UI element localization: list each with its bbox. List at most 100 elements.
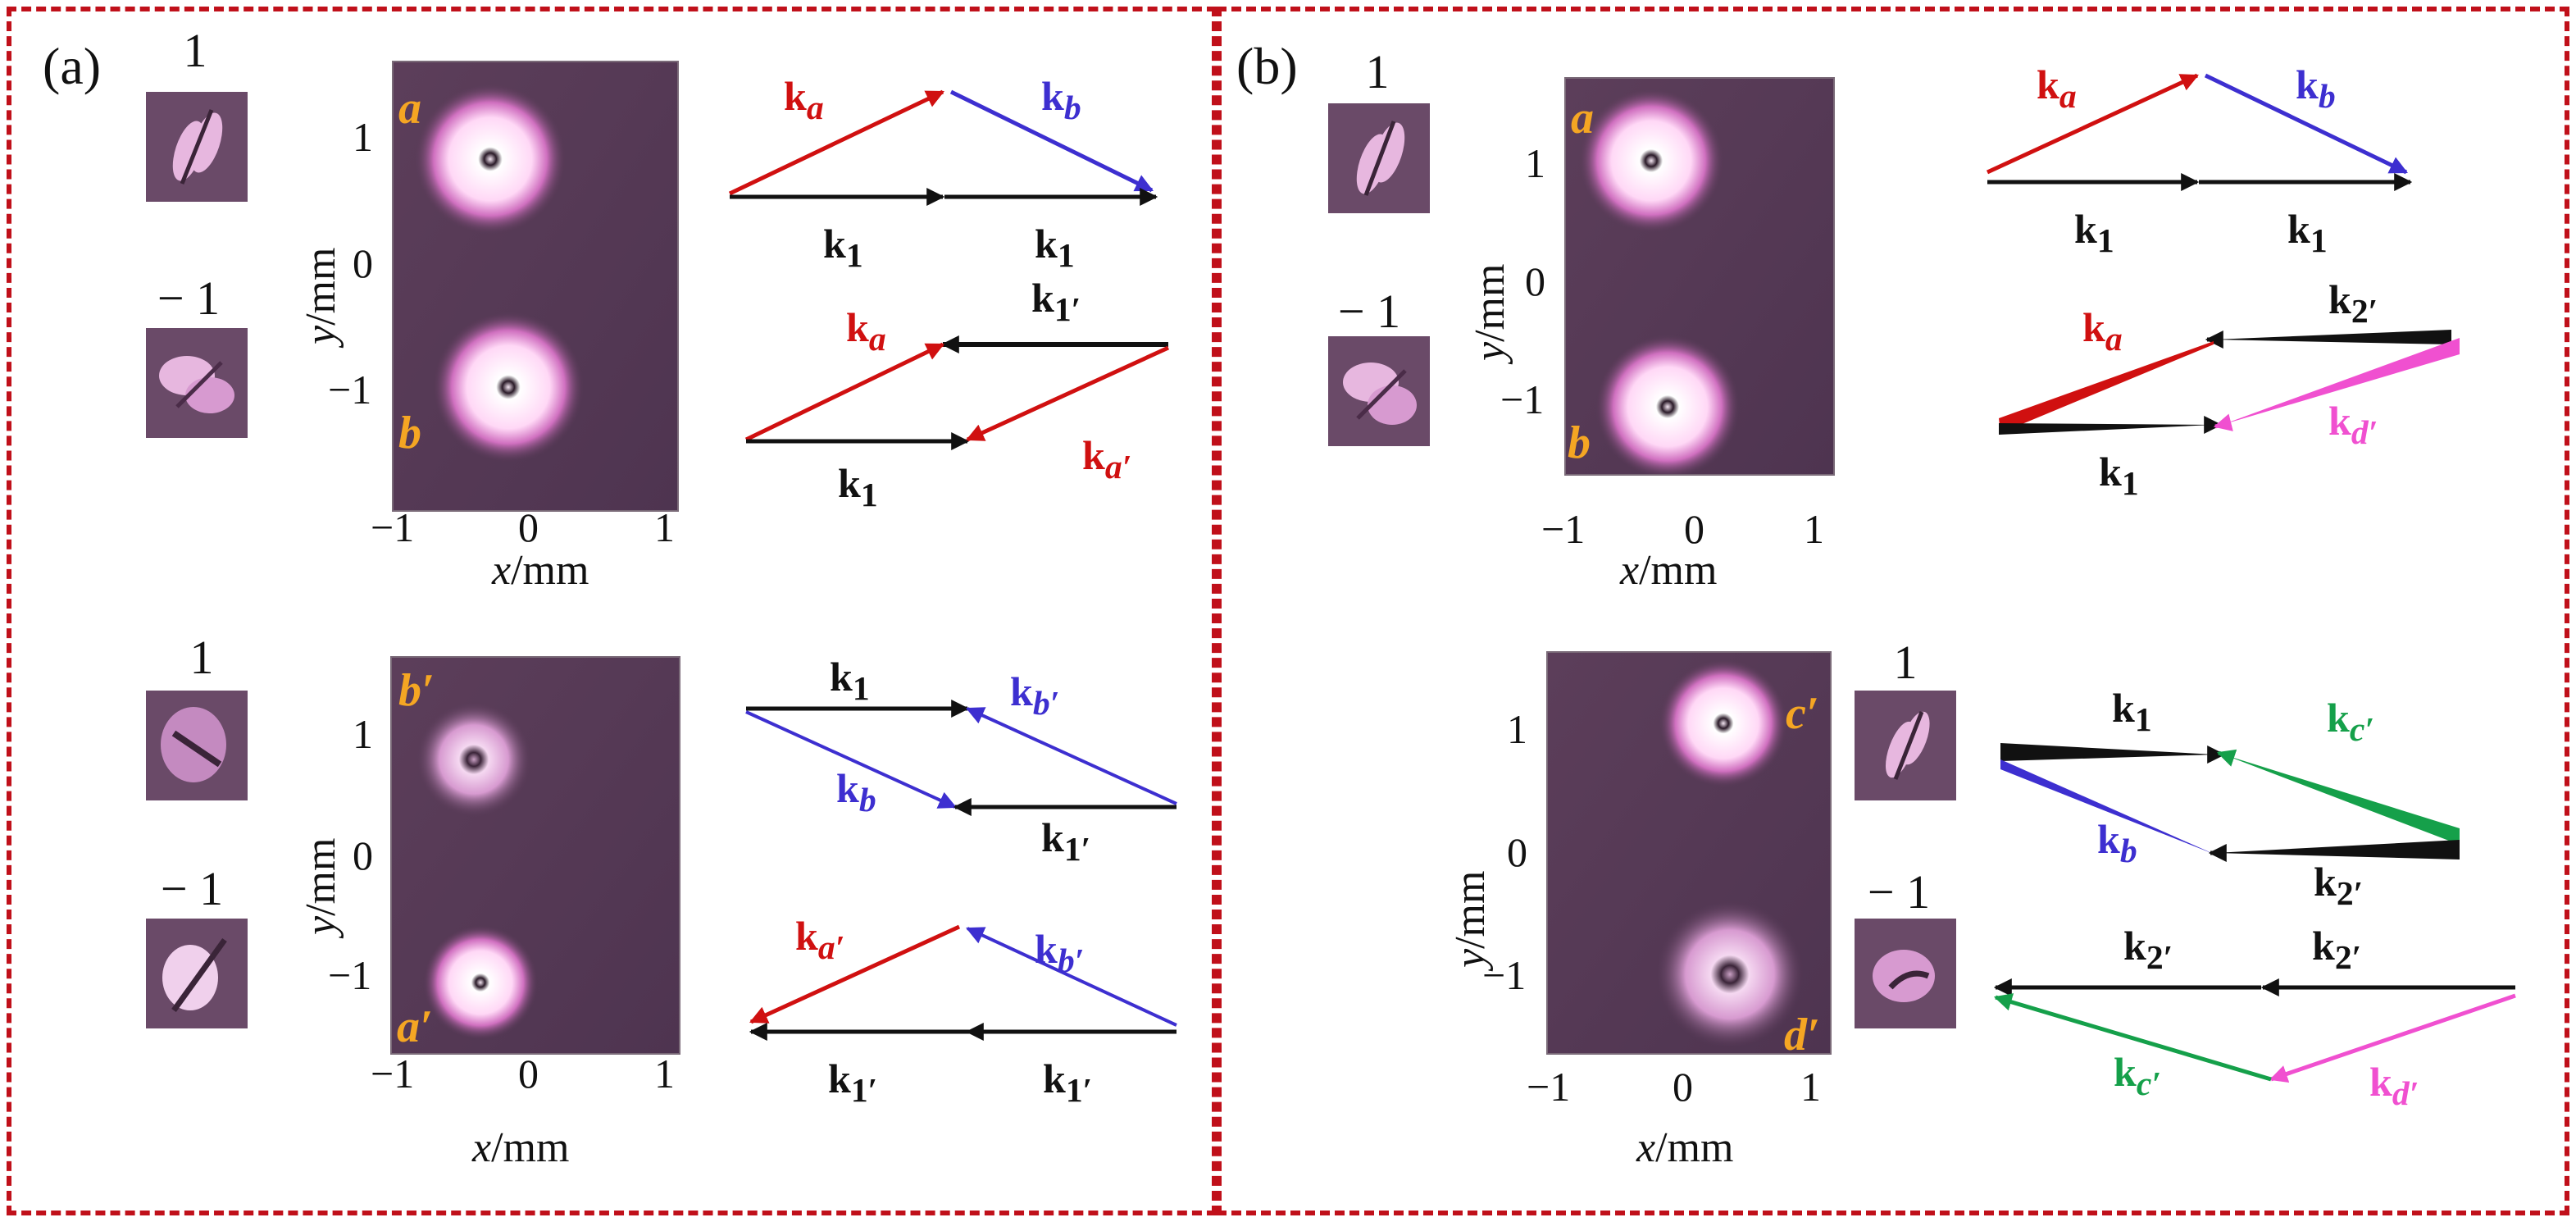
k-label: k1 bbox=[838, 460, 878, 514]
x-tick: 1 bbox=[1804, 506, 1824, 552]
mode-label-plus: 1 bbox=[1365, 45, 1390, 98]
k-label: ka′ bbox=[795, 913, 845, 967]
y-tick: 1 bbox=[353, 114, 373, 160]
k-label: k2′ bbox=[2123, 923, 2173, 977]
y-tick: 1 bbox=[353, 711, 373, 757]
mode-label-plus: 1 bbox=[189, 631, 214, 684]
mode-thumbnail bbox=[146, 328, 248, 438]
x-tick: 0 bbox=[518, 1051, 539, 1097]
k-label: k1′ bbox=[1043, 1056, 1093, 1110]
y-tick: −1 bbox=[1500, 376, 1545, 422]
k-label: k1′ bbox=[1031, 275, 1081, 329]
spot-label-c-prime: c′ bbox=[1786, 688, 1819, 739]
x-axis-title: x/mm bbox=[472, 1124, 570, 1171]
x-tick: 0 bbox=[1673, 1064, 1693, 1110]
spot-label-a: a bbox=[398, 83, 421, 134]
k-label: ka bbox=[2037, 62, 2077, 116]
k-label: kd′ bbox=[2328, 398, 2378, 452]
x-axis-title: x/mm bbox=[1620, 547, 1718, 594]
mode-label-minus: − 1 bbox=[160, 862, 224, 915]
wave-vector-diagram bbox=[745, 700, 1177, 1041]
y-axis-title: y/mm bbox=[298, 837, 344, 935]
y-tick: −1 bbox=[328, 367, 372, 413]
mode-label-minus: − 1 bbox=[157, 271, 221, 325]
intensity-image bbox=[390, 656, 680, 1055]
mode-thumbnail bbox=[1328, 336, 1430, 446]
x-axis-title: x/mm bbox=[1636, 1124, 1734, 1171]
wave-vector-diagram bbox=[728, 89, 1170, 450]
panel-b-frame bbox=[1217, 7, 2569, 1215]
mode-thumbnail bbox=[1855, 691, 1956, 800]
k-label: kb′ bbox=[1010, 668, 1060, 723]
k-label: ka bbox=[846, 304, 886, 358]
mode-label-plus: 1 bbox=[1893, 636, 1918, 689]
k-label: kd′ bbox=[2369, 1059, 2419, 1113]
x-tick: −1 bbox=[371, 1051, 415, 1097]
mode-thumbnail bbox=[1328, 103, 1430, 213]
k-label: k1 bbox=[1035, 221, 1075, 275]
x-tick: 1 bbox=[654, 504, 675, 550]
mode-thumbnail bbox=[146, 919, 248, 1028]
k-label: kc′ bbox=[2114, 1049, 2162, 1103]
mode-label-minus: − 1 bbox=[1867, 865, 1931, 919]
x-tick: 0 bbox=[518, 504, 539, 550]
k-label: k1 bbox=[2112, 685, 2152, 739]
k-label: k1 bbox=[2074, 206, 2114, 260]
k-label: k1 bbox=[2287, 206, 2328, 260]
k-label: kb bbox=[2296, 62, 2336, 116]
x-tick: −1 bbox=[1527, 1064, 1571, 1110]
wave-vector-diagram bbox=[1986, 73, 2460, 435]
k-label: k2′ bbox=[2328, 276, 2378, 331]
y-tick: 1 bbox=[1525, 140, 1545, 186]
y-tick: 0 bbox=[1507, 829, 1527, 875]
intensity-image bbox=[1546, 651, 1832, 1055]
k-label: ka′ bbox=[1082, 432, 1132, 486]
mode-thumbnail bbox=[146, 92, 248, 202]
y-axis-title: y/mm bbox=[298, 247, 344, 344]
y-tick: 1 bbox=[1507, 706, 1527, 752]
k-label: k2′ bbox=[2312, 923, 2362, 977]
k-label: k1 bbox=[830, 654, 870, 708]
k-label: k1′ bbox=[828, 1056, 878, 1110]
y-tick: −1 bbox=[1482, 952, 1527, 998]
spot-label-b-prime: b′ bbox=[398, 665, 435, 716]
y-tick: 0 bbox=[353, 240, 373, 286]
k-label: kb bbox=[1041, 73, 1081, 127]
k-label: kb bbox=[2097, 816, 2137, 870]
x-tick: 0 bbox=[1684, 506, 1704, 552]
spot-label-b: b bbox=[398, 408, 421, 458]
y-axis-title: y/mm bbox=[1447, 870, 1494, 968]
mode-thumbnail bbox=[1855, 919, 1956, 1028]
k-label: kb′ bbox=[1035, 926, 1085, 980]
spot-label-a-prime: a′ bbox=[397, 1001, 433, 1052]
spot-label-d-prime: d′ bbox=[1784, 1010, 1820, 1060]
y-tick: 0 bbox=[353, 832, 373, 878]
k-label: k1 bbox=[2099, 449, 2139, 503]
y-axis-title: y/mm bbox=[1467, 263, 1513, 361]
intensity-image bbox=[392, 61, 679, 512]
x-tick: 1 bbox=[1800, 1064, 1821, 1110]
spot-label-b: b bbox=[1568, 417, 1591, 468]
panel-a-frame bbox=[7, 7, 1217, 1215]
k-label: ka bbox=[2082, 304, 2123, 358]
mode-label-minus: − 1 bbox=[1337, 285, 1401, 338]
k-label: k1 bbox=[823, 221, 863, 275]
x-tick: −1 bbox=[371, 504, 415, 550]
panel-b-label: (b) bbox=[1236, 37, 1298, 95]
x-tick: 1 bbox=[654, 1051, 675, 1097]
intensity-image bbox=[1564, 77, 1835, 476]
k-label: kb bbox=[836, 765, 876, 819]
k-label: ka bbox=[784, 73, 824, 127]
y-tick: −1 bbox=[328, 952, 372, 998]
wave-vector-diagram bbox=[1993, 743, 2516, 1083]
spot-label-a: a bbox=[1571, 93, 1594, 144]
mode-thumbnail bbox=[146, 691, 248, 800]
k-label: kc′ bbox=[2327, 695, 2375, 749]
panel-a-label: (a) bbox=[43, 37, 102, 95]
y-tick: 0 bbox=[1525, 258, 1545, 304]
k-label: k1′ bbox=[1041, 814, 1091, 869]
mode-label-plus: 1 bbox=[183, 24, 207, 77]
x-tick: −1 bbox=[1541, 506, 1586, 552]
x-axis-title: x/mm bbox=[492, 547, 589, 594]
k-label: k2′ bbox=[2314, 859, 2364, 913]
